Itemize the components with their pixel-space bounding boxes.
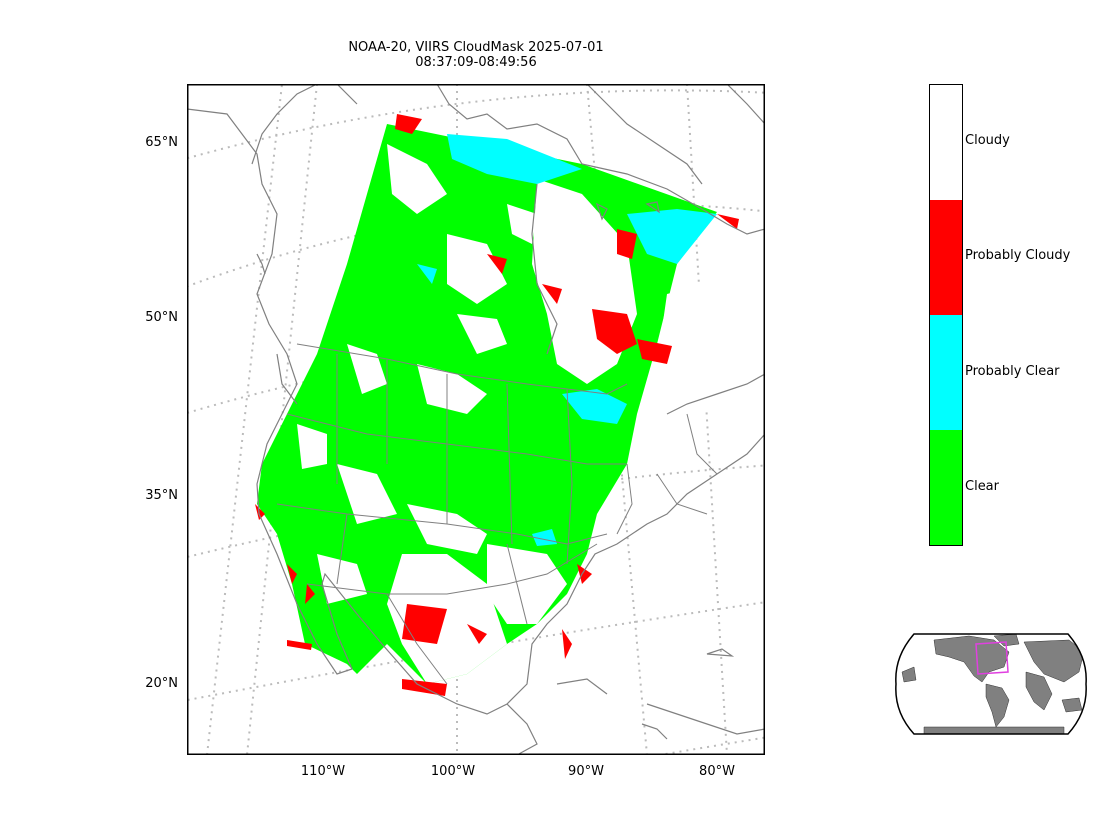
lat-label-35: 35°N [145, 488, 178, 503]
colorbar-cloudy [930, 85, 962, 200]
cloudmask-swath [255, 114, 765, 696]
lon-label-110w: 110°W [300, 764, 346, 779]
colorbar-probably-clear [930, 315, 962, 430]
lat-label-65: 65°N [145, 135, 178, 150]
coastlines [187, 84, 765, 755]
lat-label-50: 50°N [145, 310, 178, 325]
globe-region-box [975, 641, 1009, 675]
colorbar-probably-cloudy [930, 200, 962, 315]
political-borders [276, 343, 718, 685]
lon-label-90w: 90°W [568, 764, 604, 779]
lon-label-80w: 80°W [699, 764, 735, 779]
globe-locator-inset [895, 633, 1087, 735]
map-border [187, 84, 765, 755]
title-line-1: NOAA-20, VIIRS CloudMask 2025-07-01 [348, 40, 604, 55]
lat-label-20: 20°N [145, 676, 178, 691]
colorbar-label-probably-cloudy: Probably Cloudy [965, 248, 1071, 263]
colorbar-label-cloudy: Cloudy [965, 133, 1010, 148]
colorbar [929, 84, 963, 546]
colorbar-label-clear: Clear [965, 479, 999, 494]
figure-title: NOAA-20, VIIRS CloudMask 2025-07-01 08:3… [187, 40, 765, 70]
title-line-2: 08:37:09-08:49:56 [415, 55, 537, 70]
lon-label-100w: 100°W [430, 764, 476, 779]
cloudmask-map [187, 84, 765, 755]
colorbar-clear [930, 430, 962, 545]
colorbar-label-probably-clear: Probably Clear [965, 364, 1060, 379]
